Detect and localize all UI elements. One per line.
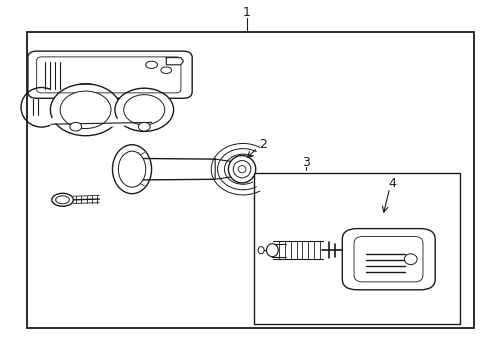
- Ellipse shape: [56, 196, 69, 204]
- Ellipse shape: [266, 244, 278, 257]
- Ellipse shape: [145, 61, 157, 68]
- Ellipse shape: [138, 122, 150, 131]
- Ellipse shape: [112, 145, 151, 194]
- Ellipse shape: [70, 122, 81, 131]
- Text: 2: 2: [258, 138, 266, 150]
- FancyBboxPatch shape: [28, 51, 192, 98]
- Text: 1: 1: [243, 6, 250, 19]
- Ellipse shape: [161, 67, 171, 73]
- Ellipse shape: [238, 166, 245, 173]
- Bar: [27, 32, 473, 328]
- Polygon shape: [132, 158, 215, 180]
- Bar: [254, 173, 459, 324]
- Polygon shape: [51, 119, 151, 126]
- Ellipse shape: [52, 193, 73, 206]
- Polygon shape: [37, 92, 59, 122]
- Ellipse shape: [50, 84, 121, 136]
- Ellipse shape: [233, 161, 250, 178]
- Polygon shape: [166, 58, 183, 65]
- Ellipse shape: [115, 88, 173, 131]
- Text: 3: 3: [301, 156, 309, 169]
- Ellipse shape: [118, 151, 145, 187]
- Ellipse shape: [228, 156, 255, 183]
- Ellipse shape: [258, 247, 264, 254]
- Ellipse shape: [60, 91, 111, 129]
- Text: 4: 4: [388, 177, 396, 190]
- Ellipse shape: [404, 254, 416, 265]
- Polygon shape: [215, 159, 244, 179]
- FancyBboxPatch shape: [342, 229, 434, 290]
- Ellipse shape: [123, 95, 164, 125]
